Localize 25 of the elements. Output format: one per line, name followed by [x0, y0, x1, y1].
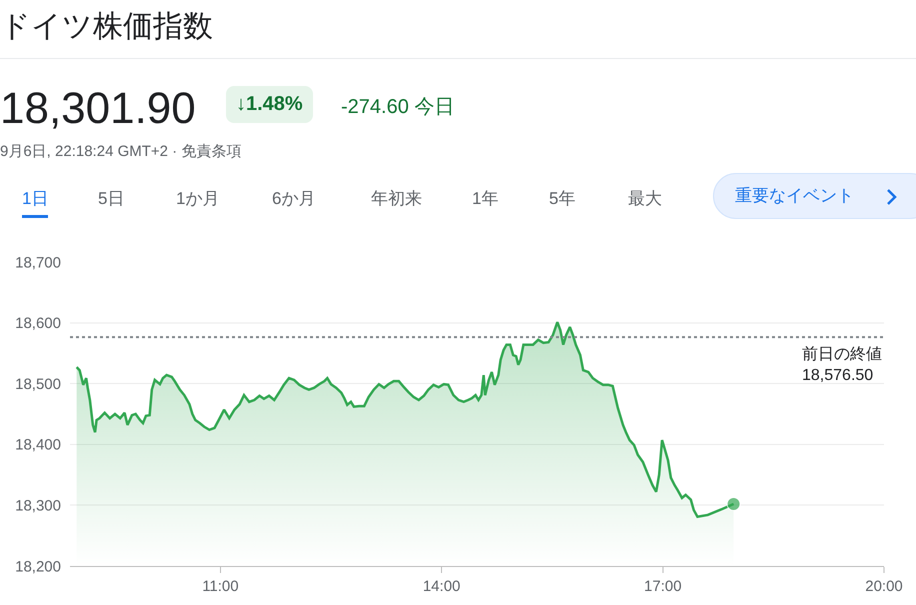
text: 6か月 [272, 188, 316, 210]
text: 5年 [549, 188, 576, 210]
y-tick-label: 18,400 [15, 436, 61, 454]
x-tick-label: 17:00 [644, 578, 682, 595]
text: 最大 [628, 188, 662, 210]
text: 18,301.90 [0, 84, 196, 134]
y-tick-label: 18,500 [15, 376, 61, 393]
text: 1年 [472, 188, 498, 210]
y-tick-label: 18,600 [15, 315, 61, 332]
ref-line-label: 前日の終値 18,576.50 [802, 345, 882, 384]
text: 1か月 [176, 188, 220, 210]
text: 1日 [22, 187, 48, 218]
x-tick-label: 14:00 [422, 578, 460, 595]
text: 年初来 [371, 188, 422, 210]
text: 重要なイベント [713, 173, 916, 219]
text: ↓1.48% [226, 86, 313, 123]
text: 9月6日, 22:18:24 GMT+2 · 免責条項 [0, 142, 242, 161]
chart-title: ドイツ株価指数 [0, 9, 213, 45]
y-tick-label: 18,200 [15, 558, 61, 576]
text: -274.60 今日 [341, 95, 454, 120]
y-tick-label: 18,700 [15, 254, 61, 272]
y-tick-label: 18,300 [15, 497, 61, 514]
x-tick-label: 11:00 [202, 578, 239, 595]
x-tick-label: 20:00 [865, 578, 903, 595]
text: 5日 [98, 188, 124, 210]
